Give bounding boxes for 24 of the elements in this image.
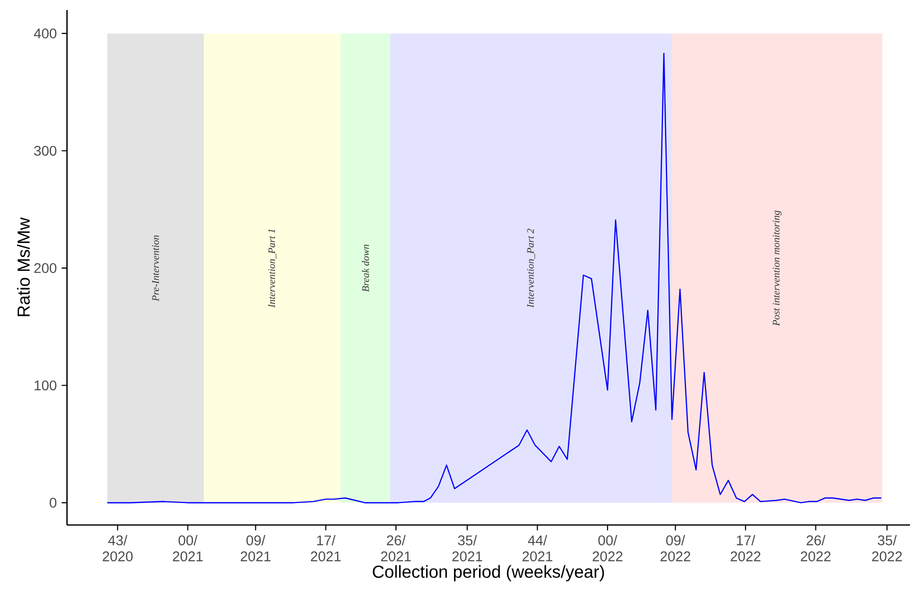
y-tick-label: 0 bbox=[50, 498, 56, 508]
x-tick-label: 43/ 2020 bbox=[102, 535, 133, 562]
band-label: Post intervention monitoring bbox=[772, 210, 782, 326]
y-tick-label: 300 bbox=[34, 146, 56, 156]
y-tick-label: 200 bbox=[34, 263, 56, 274]
band-label: Intervention_Part 1 bbox=[268, 230, 276, 308]
x-tick-label: 44/ 2021 bbox=[522, 535, 552, 562]
band-label: Intervention_Part 2 bbox=[527, 228, 536, 308]
x-tick-label: 00/ 2022 bbox=[592, 535, 622, 562]
x-tick-label: 17/ 2022 bbox=[730, 535, 760, 562]
band-label: Break down bbox=[362, 244, 369, 292]
x-tick-label: 26/ 2022 bbox=[800, 535, 831, 562]
x-tick-label: 09/ 2021 bbox=[240, 535, 270, 562]
x-tick-label: 35/ 2021 bbox=[452, 535, 482, 562]
y-tick-label: 400 bbox=[34, 28, 56, 38]
x-tick-label: 17/ 2021 bbox=[310, 535, 341, 562]
x-axis-title: Collection period (weeks/year) bbox=[372, 565, 604, 582]
x-tick-label: 35/ 2022 bbox=[872, 535, 902, 562]
x-tick-label: 00/ 2021 bbox=[172, 535, 203, 562]
y-axis-title: Ratio Ms/Mw bbox=[17, 217, 30, 316]
y-tick-label: 100 bbox=[34, 380, 56, 390]
band-label: Pre-Intervention bbox=[152, 235, 159, 302]
x-tick-label: 09/ 2022 bbox=[660, 535, 690, 562]
x-tick-label: 26/ 2021 bbox=[381, 535, 411, 562]
